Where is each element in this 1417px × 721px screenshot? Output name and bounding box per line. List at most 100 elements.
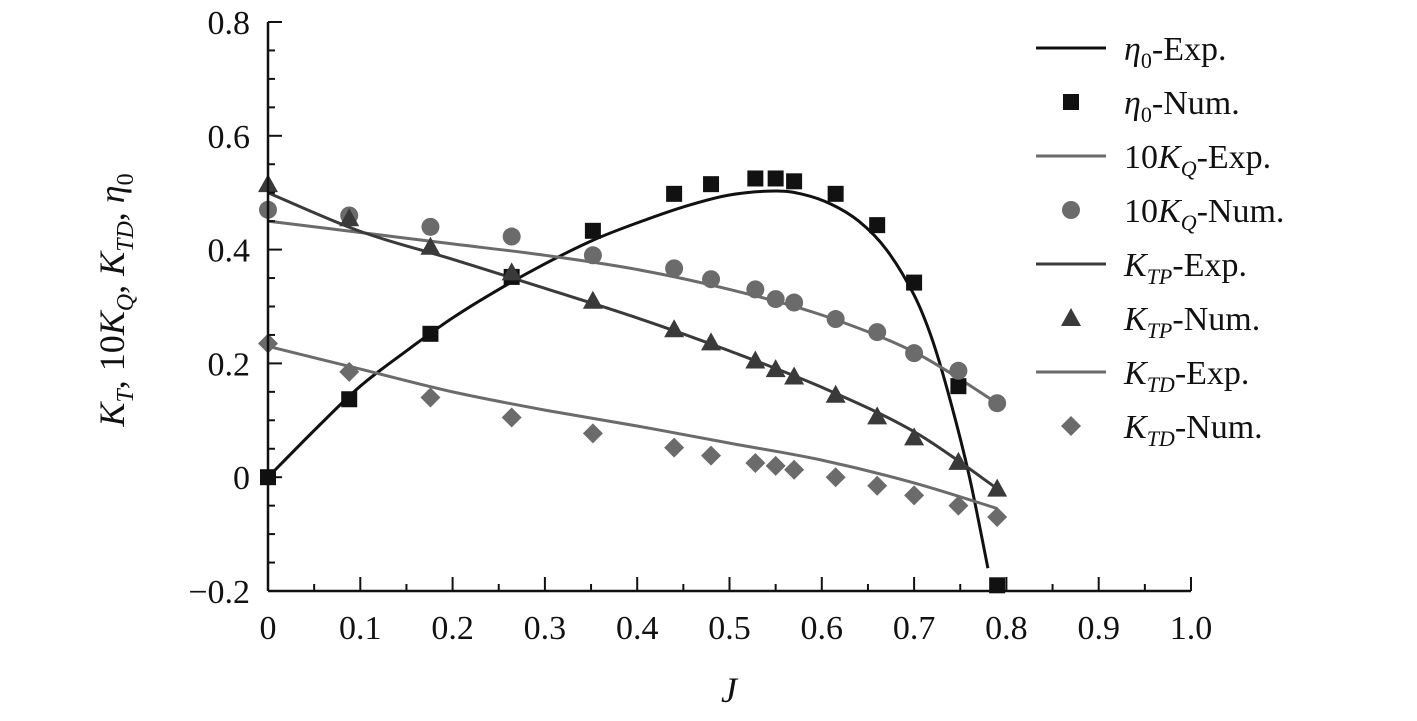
data-point-diamond [825,467,846,488]
data-point-square [767,170,784,187]
y-tick-label: 0.2 [208,346,251,383]
x-tick-label: 0.2 [431,610,474,647]
data-point-circle [502,227,521,246]
data-point-diamond [765,455,786,476]
legend-subscript: TD [1147,426,1175,451]
legend-subscript: TD [1147,372,1175,397]
x-tick-label: 0.6 [801,610,844,647]
data-point-triangle [825,384,846,403]
data-point-circle [785,293,804,312]
data-point-circle [421,217,440,236]
data-point-diamond [745,452,766,473]
data-point-circle [905,344,924,363]
x-tick-label: 0.5 [708,610,751,647]
legend-coef: 10 [1124,193,1158,230]
data-point-diamond [420,387,441,408]
legend-item: 10KQ-Num. [1062,193,1284,235]
legend-marker-triangle [1061,308,1081,326]
data-point-diamond [948,495,969,516]
series-line [267,219,998,405]
legend-item: 10KQ-Exp. [1036,139,1271,181]
legend-symbol: K [1123,301,1149,338]
marker-series [260,170,1006,594]
data-point-triangle [765,359,786,378]
legend-symbol: K [1157,193,1183,230]
data-point-circle [988,394,1007,413]
x-tick-label: 0.4 [616,610,659,647]
legend-suffix: -Num. [1172,301,1260,338]
x-tick-label: 1.0 [1170,610,1213,647]
legend-subscript: TP [1147,318,1173,343]
data-point-diamond [664,437,685,458]
y-axis-title: KT, 10KQ, KTD, η0 [92,173,139,427]
legend-label: η0-Exp. [1124,31,1226,73]
legend: η0-Exp.η0-Num.10KQ-Exp.10KQ-Num.KTP-Exp.… [1036,31,1284,451]
y-tick-label: 0.6 [208,119,251,156]
legend-item: KTD-Num. [1061,409,1263,451]
series-line [267,344,998,510]
legend-subscript: Q [1181,210,1197,235]
legend-item: KTP-Exp. [1036,247,1247,289]
data-point-square [584,222,601,239]
marker-series [258,174,1008,497]
data-point-diamond [501,407,522,428]
legend-label: KTD-Num. [1123,409,1263,451]
legend-marker-diamond [1061,416,1081,436]
data-point-square [869,217,886,234]
data-point-square [906,274,923,291]
data-point-square [950,378,967,395]
data-point-square [747,170,764,187]
data-point-square [341,391,358,408]
legend-suffix: -Exp. [1172,247,1247,284]
x-tick-label: 0.3 [524,610,567,647]
legend-suffix: -Num. [1152,85,1240,122]
data-point-diamond [582,423,603,444]
legend-symbol: K [1123,409,1149,446]
legend-marker-circle [1062,201,1080,219]
data-point-triangle [582,290,603,309]
x-tick-label: 0.9 [1077,610,1120,647]
data-point-diamond [867,475,888,496]
x-axis-title: J [721,670,739,710]
legend-label: 10KQ-Num. [1124,193,1284,235]
data-point-circle [702,270,721,289]
legend-subscript: 0 [1141,102,1152,127]
data-point-circle [665,259,684,278]
legend-label: KTD-Exp. [1123,355,1249,397]
legend-coef: 10 [1124,139,1158,176]
legend-marker-square [1063,94,1079,110]
x-tick-label: 0.7 [893,610,936,647]
legend-suffix: -Num. [1175,409,1263,446]
data-point-triangle [784,366,805,385]
legend-symbol: K [1157,139,1183,176]
legend-subscript: TP [1147,264,1173,289]
legend-label: η0-Num. [1124,85,1240,127]
legend-item: η0-Num. [1063,85,1240,127]
legend-item: KTD-Exp. [1036,355,1249,397]
data-point-diamond [784,459,805,480]
data-point-square [666,185,683,202]
data-point-circle [583,246,602,265]
data-point-triangle [701,332,722,351]
data-point-triangle [420,236,441,255]
legend-item: KTP-Num. [1061,301,1260,343]
data-point-triangle [745,350,766,369]
legend-symbol: K [1123,355,1149,392]
data-point-square [827,185,844,202]
data-point-triangle [339,208,360,227]
data-point-triangle [501,262,522,281]
legend-suffix: -Exp. [1175,355,1250,392]
series-line [267,191,999,490]
data-point-triangle [987,478,1008,497]
series-line [266,189,990,569]
data-point-triangle [948,451,969,470]
x-tick-label: 0.8 [985,610,1028,647]
data-point-circle [868,323,887,342]
legend-label: KTP-Num. [1123,301,1260,343]
legend-symbol: K [1123,247,1149,284]
data-point-triangle [904,427,925,446]
series-layer [258,170,1008,594]
data-point-square [786,173,803,190]
x-tick-label: 0 [260,610,277,647]
data-point-circle [746,280,765,299]
